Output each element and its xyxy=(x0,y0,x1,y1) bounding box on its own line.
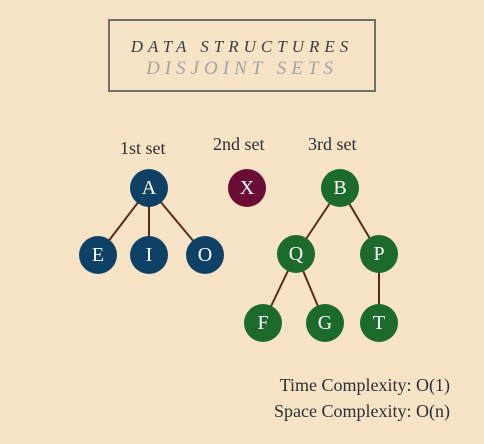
node-o: O xyxy=(186,236,224,274)
space-complexity: Space Complexity: O(n) xyxy=(274,401,450,421)
node-t: T xyxy=(360,304,398,342)
node-b: B xyxy=(321,169,359,207)
node-p: P xyxy=(360,235,398,273)
node-i: I xyxy=(130,236,168,274)
node-g: G xyxy=(306,304,344,342)
title-box: DATA STRUCTURES DISJOINT SETS xyxy=(108,19,376,92)
node-a: A xyxy=(130,169,168,207)
set-label-1: 1st set xyxy=(120,138,166,158)
node-e: E xyxy=(79,236,117,274)
title-heading: DATA STRUCTURES xyxy=(130,37,354,56)
set-label-3: 3rd set xyxy=(308,134,357,154)
node-q: Q xyxy=(277,235,315,273)
node-x: X xyxy=(228,169,266,207)
node-f: F xyxy=(244,304,282,342)
set-label-2: 2nd set xyxy=(213,134,265,154)
title-subheading: DISJOINT SETS xyxy=(146,58,338,79)
time-complexity: Time Complexity: O(1) xyxy=(279,375,450,395)
